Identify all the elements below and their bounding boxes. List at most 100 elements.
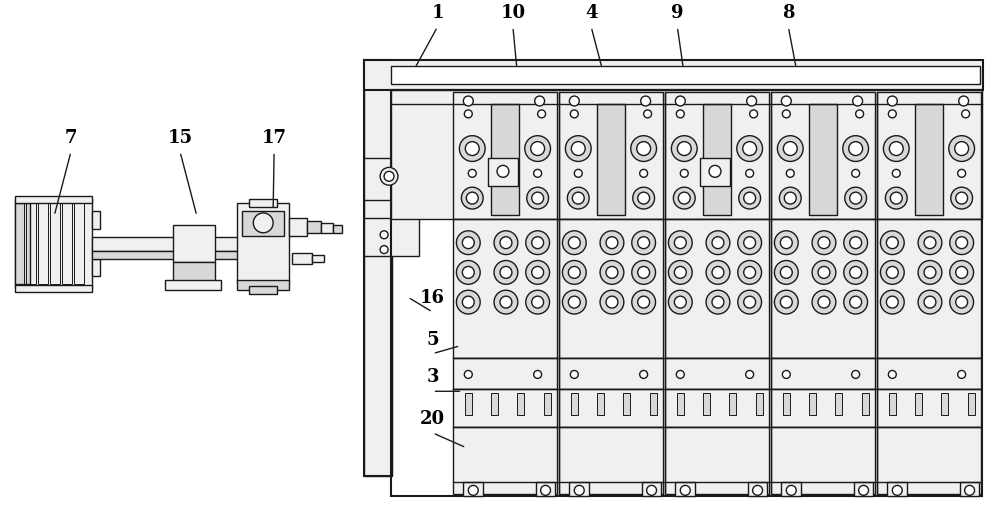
Circle shape	[924, 237, 936, 249]
Bar	[960, 483, 979, 496]
Circle shape	[739, 187, 761, 209]
Circle shape	[774, 290, 798, 314]
Bar	[665, 427, 769, 494]
Circle shape	[638, 192, 650, 204]
Circle shape	[737, 136, 763, 162]
Circle shape	[644, 110, 652, 118]
Circle shape	[709, 165, 721, 177]
Circle shape	[812, 290, 836, 314]
Circle shape	[706, 260, 730, 284]
Circle shape	[812, 260, 836, 284]
Circle shape	[380, 231, 388, 239]
Circle shape	[886, 296, 898, 308]
Circle shape	[774, 231, 798, 254]
Circle shape	[497, 165, 509, 177]
Bar	[703, 104, 731, 215]
Circle shape	[568, 267, 580, 278]
Circle shape	[818, 267, 830, 278]
Bar	[887, 483, 907, 496]
Bar	[391, 90, 982, 496]
Bar	[597, 104, 625, 215]
Circle shape	[673, 187, 695, 209]
Bar	[237, 280, 289, 290]
Bar	[173, 262, 215, 284]
Bar	[623, 393, 630, 415]
Circle shape	[562, 231, 586, 254]
Bar	[463, 483, 483, 496]
Bar	[92, 251, 272, 259]
Circle shape	[384, 172, 394, 181]
Circle shape	[918, 260, 942, 284]
Circle shape	[956, 192, 968, 204]
Circle shape	[465, 142, 479, 156]
Circle shape	[783, 142, 797, 156]
Bar	[597, 393, 604, 415]
Circle shape	[456, 260, 480, 284]
Bar	[391, 90, 982, 219]
Bar	[862, 393, 869, 415]
Circle shape	[706, 290, 730, 314]
Circle shape	[571, 142, 585, 156]
Bar	[173, 225, 215, 262]
Bar	[249, 199, 277, 207]
Circle shape	[845, 187, 867, 209]
Circle shape	[853, 96, 863, 106]
Circle shape	[494, 260, 518, 284]
Bar	[559, 389, 663, 427]
Circle shape	[668, 231, 692, 254]
Bar	[15, 196, 92, 203]
Circle shape	[738, 231, 762, 254]
Circle shape	[676, 110, 684, 118]
Circle shape	[526, 260, 550, 284]
Circle shape	[525, 136, 551, 162]
Circle shape	[850, 267, 862, 278]
Circle shape	[780, 296, 792, 308]
Circle shape	[531, 142, 545, 156]
Circle shape	[468, 485, 478, 495]
Bar	[771, 389, 875, 427]
Bar	[364, 60, 392, 476]
Circle shape	[949, 136, 975, 162]
Circle shape	[461, 187, 483, 209]
Circle shape	[526, 231, 550, 254]
Circle shape	[780, 237, 792, 249]
Bar	[38, 203, 48, 284]
Bar	[26, 203, 36, 284]
Bar	[15, 203, 30, 284]
Circle shape	[606, 237, 618, 249]
Circle shape	[784, 192, 796, 204]
Bar	[333, 225, 342, 233]
Bar	[62, 203, 72, 284]
Bar	[453, 219, 557, 357]
Circle shape	[850, 237, 862, 249]
Circle shape	[680, 169, 688, 177]
Bar	[968, 393, 975, 415]
Circle shape	[782, 371, 790, 379]
Bar	[665, 92, 769, 219]
Bar	[700, 158, 730, 186]
Bar	[559, 357, 663, 389]
Bar	[15, 285, 92, 292]
Circle shape	[641, 96, 651, 106]
Bar	[809, 393, 816, 415]
Circle shape	[950, 290, 974, 314]
Circle shape	[464, 110, 472, 118]
Circle shape	[950, 231, 974, 254]
Circle shape	[924, 296, 936, 308]
Circle shape	[747, 96, 757, 106]
Circle shape	[678, 192, 690, 204]
Circle shape	[500, 267, 512, 278]
Bar	[783, 393, 790, 415]
Circle shape	[535, 96, 545, 106]
Bar	[781, 483, 801, 496]
Bar	[941, 393, 948, 415]
Circle shape	[850, 296, 862, 308]
Circle shape	[959, 96, 969, 106]
Circle shape	[462, 296, 474, 308]
Circle shape	[680, 485, 690, 495]
Circle shape	[890, 192, 902, 204]
Circle shape	[818, 237, 830, 249]
Circle shape	[956, 296, 968, 308]
Bar	[889, 393, 896, 415]
Circle shape	[888, 371, 896, 379]
